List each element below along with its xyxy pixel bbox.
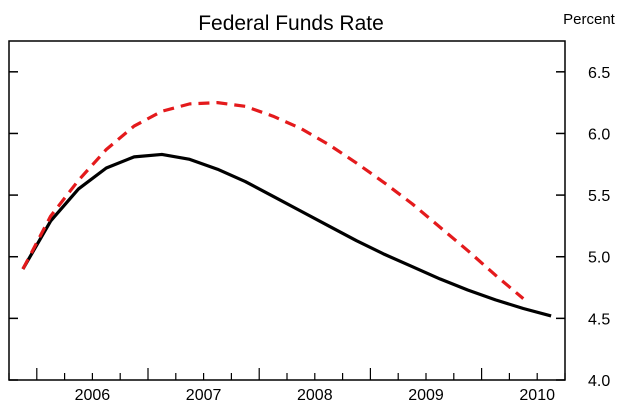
axis-tick-labels: 4.0 4.5 5.0 5.5 6.0 6.5 2006 2007 2008 2009 2010 xyxy=(75,65,611,404)
y-tick-label: 6.0 xyxy=(588,126,610,143)
plot-frame xyxy=(8,40,566,381)
y-axis-label: Percent xyxy=(563,11,616,28)
series-line-1 xyxy=(21,152,552,318)
y-tick-label: 6.5 xyxy=(588,65,610,82)
x-tick-label: 2010 xyxy=(519,387,555,404)
y-tick-label: 4.5 xyxy=(588,311,610,328)
y-tick-label: 5.5 xyxy=(588,188,610,205)
y-tick-label: 5.0 xyxy=(588,250,610,267)
series-lines xyxy=(21,101,552,318)
x-tick-label: 2009 xyxy=(408,387,444,404)
chart-title: Federal Funds Rate xyxy=(198,12,384,35)
y-tick-label: 4.0 xyxy=(588,373,610,390)
x-tick-label: 2007 xyxy=(186,387,222,404)
x-tick-label: 2008 xyxy=(297,387,333,404)
axis-ticks xyxy=(8,71,566,381)
x-tick-label: 2006 xyxy=(75,387,111,404)
series-line-2 xyxy=(21,101,525,300)
